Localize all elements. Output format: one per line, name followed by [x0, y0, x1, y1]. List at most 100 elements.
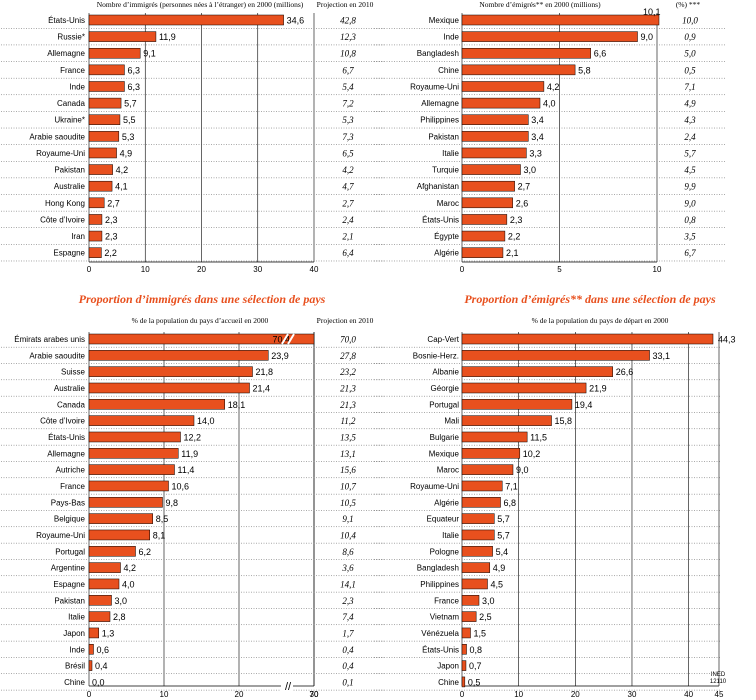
value-label: 2,8 [113, 612, 126, 622]
category-label: Allemagne [47, 449, 85, 458]
projection-label: 0,9 [684, 32, 696, 42]
value-label: 4,9 [120, 148, 133, 158]
value-label: 5,8 [578, 65, 591, 75]
projection-label: 0,4 [342, 661, 354, 671]
projection-label: 2,7 [342, 198, 354, 208]
bar [461, 81, 545, 92]
x-tick-label: 10 [160, 690, 169, 699]
value-label: 21,9 [589, 383, 607, 393]
source-mark-line2: 12110 [710, 679, 727, 685]
value-label: 4,9 [493, 563, 506, 573]
category-label: Côte d’Ivoire [40, 215, 85, 224]
axis-break-gap [281, 681, 293, 691]
category-label: Espagne [53, 580, 85, 589]
category-label: France [434, 596, 459, 605]
value-label: 4,2 [124, 563, 137, 573]
bar [461, 333, 714, 345]
projection-label: 21,3 [340, 400, 356, 410]
category-label: Equateur [427, 515, 460, 524]
projection-label: 4,9 [684, 99, 696, 109]
bar [461, 480, 503, 492]
category-label: Canada [57, 400, 86, 409]
value-label: 6,6 [594, 49, 607, 59]
category-label: Australie [54, 384, 86, 393]
bar [88, 595, 112, 606]
category-label: Allemagne [421, 99, 459, 108]
category-label: Albanie [432, 368, 459, 377]
projection-label: 27,8 [340, 351, 356, 361]
bar [461, 644, 467, 655]
category-label: Géorgie [431, 384, 460, 393]
bar [461, 230, 506, 242]
category-label: Pakistan [54, 596, 85, 605]
category-label: Iran [71, 232, 85, 241]
projection-label: 6,7 [342, 65, 354, 75]
bar [88, 660, 93, 671]
value-label: 7,1 [505, 481, 518, 491]
projection-label: 6,5 [342, 148, 354, 158]
x-tick-label: 20 [235, 690, 244, 699]
value-label: 0,8 [470, 645, 483, 655]
value-label: 10,2 [523, 449, 541, 459]
value-label: 0,4 [95, 661, 108, 671]
category-label: Italie [442, 149, 459, 158]
category-label: Hong Kong [45, 199, 85, 208]
x-tick-label: 20 [571, 690, 580, 699]
category-label: Cap-Vert [427, 335, 459, 344]
value-label: 4,0 [122, 579, 135, 589]
value-label: 2,1 [506, 248, 519, 258]
projection-label: 5,3 [342, 115, 354, 125]
category-label: Maroc [437, 466, 459, 475]
value-label: 3,0 [524, 165, 537, 175]
bar [461, 595, 480, 606]
bar [461, 578, 488, 590]
bar [461, 147, 527, 159]
category-label: Royaume-Uni [410, 482, 459, 491]
value-label: 4,1 [115, 182, 128, 192]
value-label: 18,1 [228, 400, 246, 410]
value-label: 5,5 [123, 115, 136, 125]
category-label: Bosnie-Herz. [413, 351, 459, 360]
category-label: Belgique [54, 515, 86, 524]
bar [461, 214, 508, 225]
bar [88, 230, 103, 242]
projection-label: 9,0 [684, 198, 696, 208]
value-label: 14,0 [197, 416, 215, 426]
category-label: Japon [63, 629, 85, 638]
value-label: 11,9 [159, 32, 176, 42]
value-label: 0,7 [469, 661, 482, 671]
bar [88, 350, 269, 361]
value-label: 21,4 [253, 383, 271, 393]
value-label: 12,2 [184, 432, 202, 442]
value-label: 6,3 [127, 65, 140, 75]
panel-title-immigres-proportion: Proportion d’immigrés dans une sélection… [79, 292, 326, 306]
projection-label: 21,3 [340, 383, 356, 393]
value-label: 2,6 [516, 198, 529, 208]
bar [461, 529, 495, 541]
value-label: 15,8 [555, 416, 573, 426]
category-label: Chine [438, 678, 459, 687]
value-label: 1,3 [102, 628, 115, 638]
projection-label: 10,4 [340, 530, 356, 540]
category-label: Inde [69, 645, 85, 654]
value-label: 9,0 [641, 32, 654, 42]
x-tick-label: 10 [141, 265, 150, 274]
x-tick-label: 30 [310, 690, 319, 699]
x-tick-label: 70 [310, 690, 319, 699]
value-label: 4,2 [547, 82, 560, 92]
value-label: 4,2 [116, 165, 129, 175]
column-header-projection-bl: Projection en 2010 [317, 316, 374, 325]
category-label: Turquie [432, 166, 459, 175]
value-label: 44,3 [718, 335, 736, 345]
bar-break-mark [281, 333, 295, 345]
category-label: Arabie saoudite [29, 351, 85, 360]
projection-label: 0,8 [684, 215, 696, 225]
bar [88, 180, 113, 192]
projection-label: 13,5 [340, 432, 356, 442]
category-label: Royaume-Uni [410, 82, 459, 91]
bar [461, 399, 573, 410]
bar [461, 382, 587, 394]
category-label: Émirats arabes unis [14, 335, 85, 344]
bar [88, 14, 284, 26]
x-tick-label: 45 [715, 690, 724, 699]
